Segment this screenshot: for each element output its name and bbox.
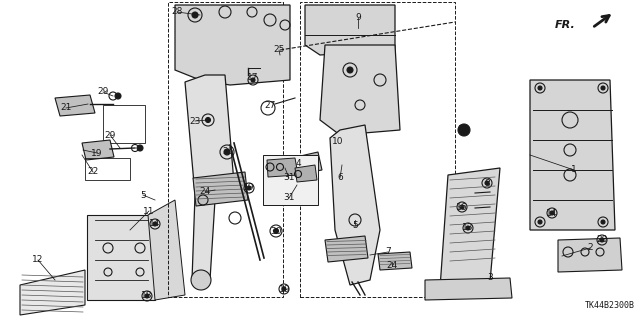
Text: 27: 27 — [264, 101, 276, 110]
Text: 6: 6 — [337, 173, 343, 182]
Polygon shape — [378, 252, 412, 270]
Polygon shape — [330, 125, 380, 285]
Circle shape — [347, 67, 353, 73]
Text: 26: 26 — [222, 148, 234, 156]
Bar — [263, 155, 318, 205]
Text: 28: 28 — [172, 7, 182, 17]
Circle shape — [137, 145, 143, 151]
Circle shape — [224, 149, 230, 155]
Text: 3: 3 — [487, 274, 493, 283]
Text: 23: 23 — [189, 116, 201, 125]
Circle shape — [460, 205, 464, 209]
Polygon shape — [185, 75, 235, 280]
Polygon shape — [87, 215, 155, 300]
Text: 19: 19 — [92, 148, 103, 157]
Polygon shape — [558, 238, 622, 272]
Text: 1: 1 — [571, 165, 577, 174]
Text: FR.: FR. — [556, 20, 576, 30]
Text: 11: 11 — [143, 206, 155, 215]
Polygon shape — [267, 158, 298, 177]
Text: 12: 12 — [32, 255, 44, 265]
Text: 14: 14 — [149, 220, 161, 228]
Polygon shape — [305, 5, 395, 55]
Circle shape — [282, 287, 286, 291]
Text: 16: 16 — [456, 203, 468, 212]
Text: 18: 18 — [141, 292, 153, 300]
Text: 24: 24 — [200, 188, 211, 196]
Circle shape — [550, 211, 554, 215]
Text: 8: 8 — [484, 179, 490, 188]
Text: 14: 14 — [547, 209, 557, 218]
Circle shape — [115, 93, 121, 99]
Text: 13: 13 — [462, 223, 474, 233]
Text: 7: 7 — [385, 247, 391, 257]
Text: 21: 21 — [60, 103, 72, 113]
Text: 24: 24 — [387, 261, 397, 270]
Text: 25: 25 — [273, 45, 285, 54]
Text: 31: 31 — [284, 194, 295, 203]
Circle shape — [145, 294, 149, 298]
Text: 5: 5 — [140, 190, 146, 199]
Polygon shape — [295, 165, 317, 182]
Polygon shape — [425, 278, 512, 300]
Polygon shape — [193, 172, 248, 206]
Polygon shape — [530, 80, 615, 230]
Circle shape — [458, 124, 470, 136]
Polygon shape — [175, 5, 290, 85]
Polygon shape — [20, 270, 85, 315]
Text: 9: 9 — [355, 13, 361, 22]
Circle shape — [273, 228, 278, 234]
Polygon shape — [296, 152, 322, 174]
Bar — [168, 2, 283, 297]
Circle shape — [191, 270, 211, 290]
Text: 15: 15 — [458, 125, 470, 134]
Text: 17: 17 — [247, 74, 259, 83]
Circle shape — [485, 181, 489, 185]
Text: 30: 30 — [270, 228, 282, 236]
Text: 20: 20 — [596, 236, 608, 244]
Text: 31: 31 — [284, 173, 295, 182]
Circle shape — [538, 86, 542, 90]
Circle shape — [335, 138, 340, 142]
Text: 22: 22 — [88, 167, 99, 177]
Polygon shape — [325, 236, 368, 262]
Polygon shape — [82, 140, 114, 160]
Text: 19: 19 — [243, 182, 255, 191]
Polygon shape — [320, 45, 400, 135]
Polygon shape — [55, 95, 95, 116]
Text: 29: 29 — [104, 131, 116, 140]
Polygon shape — [148, 200, 185, 300]
Text: TK44B2300B: TK44B2300B — [585, 301, 635, 310]
Text: 4: 4 — [295, 158, 301, 167]
Circle shape — [466, 226, 470, 230]
Circle shape — [192, 12, 198, 18]
Text: 19: 19 — [279, 284, 291, 293]
Circle shape — [601, 86, 605, 90]
Circle shape — [153, 222, 157, 226]
Circle shape — [247, 186, 251, 190]
Circle shape — [538, 220, 542, 224]
Bar — [85, 158, 130, 180]
Polygon shape — [440, 168, 500, 288]
Text: 5: 5 — [352, 220, 358, 229]
Text: 2: 2 — [587, 244, 593, 252]
Bar — [103, 105, 145, 143]
Circle shape — [601, 220, 605, 224]
Circle shape — [600, 238, 604, 242]
Circle shape — [251, 78, 255, 82]
Text: 10: 10 — [332, 137, 344, 146]
Circle shape — [205, 117, 211, 123]
Bar — [300, 2, 455, 297]
Text: 29: 29 — [97, 87, 109, 97]
